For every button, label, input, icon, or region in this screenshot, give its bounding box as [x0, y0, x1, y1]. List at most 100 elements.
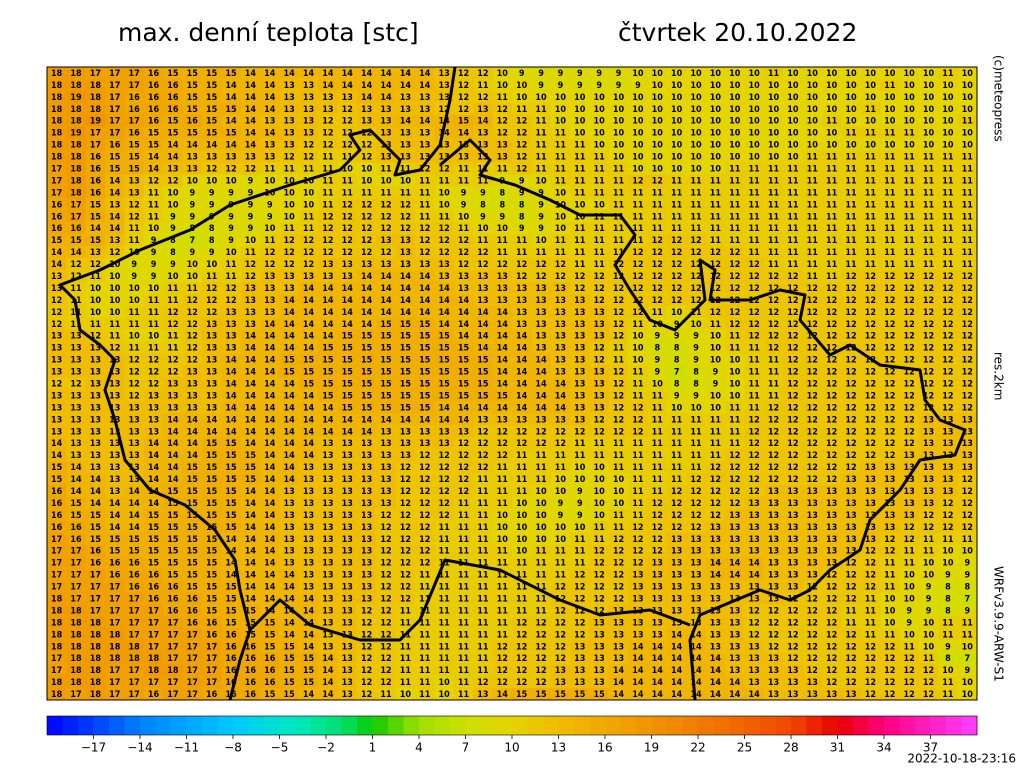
cell-value: 10 — [690, 69, 702, 79]
cell-value: 11 — [148, 188, 160, 198]
cell-value: 9 — [267, 212, 273, 222]
cell-value: 9 — [558, 499, 564, 509]
cell-value: 10 — [962, 129, 974, 139]
field-cell — [202, 67, 222, 80]
cell-value: 10 — [555, 93, 567, 103]
cell-value: 11 — [690, 212, 702, 222]
cell-value: 12 — [439, 165, 450, 175]
cell-value: 18 — [90, 630, 102, 640]
cell-value: 11 — [710, 439, 722, 449]
cell-value: 12 — [884, 284, 895, 294]
cell-value: 13 — [845, 499, 856, 509]
cell-value: 14 — [187, 427, 199, 437]
cell-value: 17 — [129, 630, 140, 640]
field-cell — [395, 138, 416, 152]
field-cell — [85, 174, 106, 188]
cell-value: 15 — [361, 356, 373, 366]
cell-value: 12 — [594, 356, 605, 366]
cell-value: 14 — [380, 308, 392, 318]
cell-value: 11 — [613, 200, 625, 210]
cell-value: 11 — [768, 260, 780, 270]
cell-value: 12 — [826, 380, 837, 390]
field-cell — [415, 150, 436, 164]
cell-value: 12 — [303, 236, 314, 246]
cell-value: 12 — [962, 320, 973, 330]
cell-value: 13 — [594, 630, 605, 640]
cell-value: 13 — [942, 427, 953, 437]
cell-value: 14 — [380, 93, 392, 103]
field-cell — [47, 126, 67, 140]
field-cell — [434, 198, 455, 211]
field-cell — [240, 210, 261, 223]
cell-value: 10 — [613, 141, 625, 151]
cell-value: 14 — [303, 630, 315, 640]
cell-value: 14 — [419, 81, 431, 91]
cell-value: 10 — [632, 93, 644, 103]
cell-value: 10 — [652, 129, 664, 139]
cell-value: 18 — [109, 654, 121, 664]
field-cell — [453, 102, 474, 116]
cell-value: 10 — [148, 224, 160, 234]
cell-value: 10 — [516, 93, 528, 103]
cell-value: 11 — [652, 200, 664, 210]
cell-value: 11 — [516, 606, 528, 616]
field-cell — [318, 126, 339, 140]
cell-value: 11 — [652, 415, 664, 425]
field-cell — [163, 102, 184, 116]
cell-value: 18 — [70, 81, 82, 91]
cell-value: 10 — [768, 141, 780, 151]
field-cell — [473, 114, 494, 128]
field-cell — [705, 138, 726, 152]
field-cell — [473, 126, 494, 140]
cell-value: 11 — [613, 439, 625, 449]
cell-value: 9 — [693, 391, 699, 401]
cell-value: 9 — [499, 212, 505, 222]
cell-value: 11 — [439, 535, 451, 545]
cell-value: 13 — [923, 427, 934, 437]
field-cell — [434, 186, 455, 199]
cell-value: 13 — [400, 153, 411, 163]
cell-value: 10 — [690, 81, 702, 91]
cell-value: 13 — [845, 475, 856, 485]
cell-value: 14 — [109, 176, 121, 186]
field-cell — [337, 78, 358, 92]
field-cell — [492, 126, 513, 140]
cell-value: 11 — [613, 224, 625, 234]
cell-value: 12 — [923, 368, 934, 378]
cell-value: 17 — [70, 571, 81, 581]
cell-value: 14 — [225, 141, 237, 151]
cell-value: 14 — [167, 427, 179, 437]
field-cell — [376, 210, 397, 223]
field-cell — [763, 150, 784, 164]
cell-value: 14 — [380, 272, 392, 282]
field-cell — [47, 186, 67, 199]
cell-value: 14 — [535, 380, 547, 390]
field-cell — [318, 138, 339, 152]
cell-value: 11 — [671, 475, 683, 485]
cell-value: 15 — [206, 463, 218, 473]
cell-value: 13 — [342, 487, 353, 497]
cell-value: 14 — [206, 427, 218, 437]
cell-value: 9 — [519, 176, 525, 186]
cell-value: 11 — [710, 236, 722, 246]
cell-value: 15 — [206, 117, 218, 127]
cell-value: 12 — [826, 427, 837, 437]
field-cell — [105, 78, 126, 92]
field-cell — [395, 126, 416, 140]
cell-value: 12 — [884, 415, 895, 425]
cell-value: 11 — [322, 188, 334, 198]
field-cell — [124, 102, 145, 116]
cell-value: 10 — [671, 69, 683, 79]
cell-value: 14 — [380, 415, 392, 425]
cell-value: 15 — [497, 391, 509, 401]
cell-value: 13 — [497, 141, 508, 151]
cell-value: 13 — [129, 415, 140, 425]
cell-value: 13 — [555, 415, 566, 425]
cell-value: 14 — [245, 129, 257, 139]
cell-value: 12 — [884, 320, 895, 330]
field-cell — [725, 102, 746, 116]
cell-value: 12 — [787, 391, 798, 401]
cell-value: 10 — [380, 176, 392, 186]
cell-value: 13 — [303, 511, 314, 521]
cell-value: 12 — [361, 200, 372, 210]
